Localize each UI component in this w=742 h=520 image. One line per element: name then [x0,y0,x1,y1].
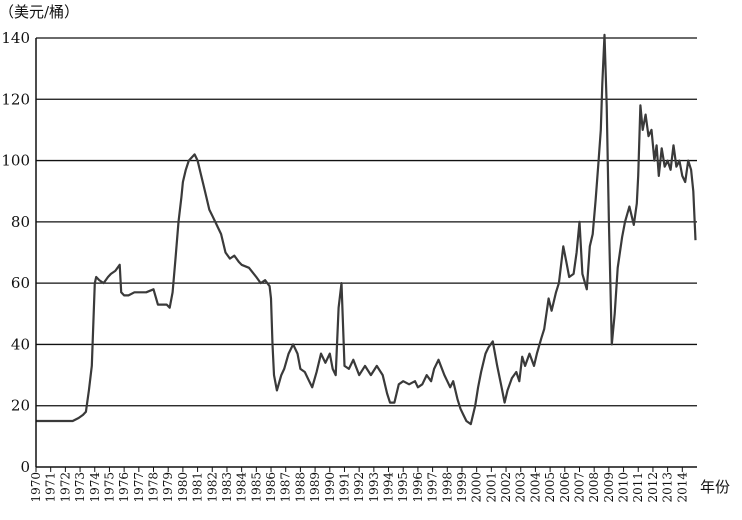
x-tick-label: 1983 [220,472,234,503]
x-tick-label: 1984 [235,472,249,503]
y-tick-label: 60 [11,274,30,292]
x-tick-label: 2010 [617,472,631,503]
y-tick-label: 120 [1,90,30,108]
x-tick-label: 1989 [308,472,322,503]
x-tick-label: 1973 [73,472,87,503]
x-tick-label: 1980 [176,472,190,503]
y-tick-label: 140 [1,29,30,47]
x-tick-label: 1982 [205,472,219,503]
x-tick-label: 1970 [29,472,43,503]
x-tick-label: 1975 [102,472,116,503]
x-tick-label: 2001 [484,472,498,503]
x-tick-label: 1985 [249,472,263,503]
x-tick-label: 2008 [587,472,601,503]
y-axis-unit-label: （美元/桶） [0,3,79,21]
x-tick-label: 2011 [631,472,645,503]
y-tick-label: 40 [11,335,30,353]
x-tick-label: 1987 [279,472,293,503]
y-tick-label: 100 [1,152,30,170]
x-axis-ticks: 1970 1971 1972 1973 1974 1975 1976 1977 1978 1979… [29,467,689,503]
x-tick-label: 1993 [367,472,381,503]
y-tick-label: 20 [11,397,30,415]
x-tick-label: 1978 [147,472,161,503]
x-tick-label: 1990 [323,472,337,503]
x-tick-label: 1986 [264,472,278,503]
x-tick-label: 1971 [44,472,58,503]
x-tick-label: 1997 [426,472,440,503]
x-tick-label: 2014 [675,472,689,503]
x-tick-label: 2006 [558,472,572,503]
x-tick-label: 1996 [411,472,425,503]
x-tick-label: 1976 [117,472,131,503]
x-tick-label: 1995 [396,472,410,503]
x-tick-label: 1979 [161,472,175,503]
x-tick-label: 2012 [646,472,660,503]
x-tick-label: 2002 [499,472,513,503]
x-tick-label: 1991 [337,472,351,503]
y-tick-label: 80 [11,213,30,231]
y-tick-label: 0 [20,458,30,476]
x-tick-label: 2007 [572,472,586,503]
y-axis-ticks: 0 20 40 60 80 100 120 140 [1,29,30,476]
price-series-line [36,33,697,426]
x-tick-label: 1999 [455,472,469,503]
x-tick-label: 2000 [470,472,484,503]
x-tick-label: 1972 [58,472,72,503]
x-tick-label: 1974 [88,472,102,503]
x-tick-label: 1977 [132,472,146,503]
x-tick-label: 1994 [382,472,396,503]
x-tick-label: 2009 [602,472,616,503]
x-tick-label: 1992 [352,472,366,503]
x-tick-label: 2013 [661,472,675,503]
x-tick-label: 1988 [293,472,307,503]
x-tick-label: 2005 [543,472,557,503]
grid-lines [36,37,697,407]
x-tick-label: 2004 [528,472,542,503]
x-tick-label: 1998 [440,472,454,503]
x-axis-label: 年份 [700,478,730,496]
x-tick-label: 1981 [191,472,205,503]
x-tick-label: 2003 [514,472,528,503]
